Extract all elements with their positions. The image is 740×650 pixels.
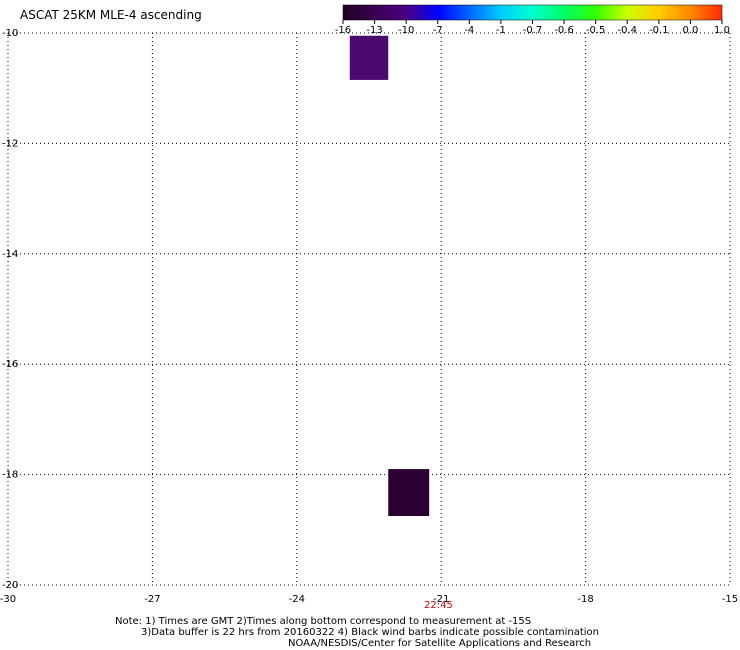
y-tick-label: -20 <box>2 580 18 591</box>
colorbar-tick-label: -0.6 <box>554 25 574 36</box>
colorbar-tick-labels: -16 -13 -10 -7 -4 -1 -0.7 -0.6 -0.5 -0.4 -0.1 0.0 1.… <box>335 20 730 36</box>
x-tick-label: -27 <box>144 594 160 605</box>
y-tick-labels: -10 -12 -14 -16 -18 -20 <box>2 28 18 591</box>
x-tick-label: -18 <box>577 594 593 605</box>
colorbar-tick-label: -0.7 <box>523 25 543 36</box>
time-label: 22:45 <box>424 600 453 611</box>
colorbar-tick-label: 1.0 <box>714 25 730 36</box>
x-tick-label: -15 <box>722 594 738 605</box>
data-cell <box>349 35 389 80</box>
x-tick-label: -30 <box>0 594 16 605</box>
colorbar-tick-label: -0.5 <box>586 25 606 36</box>
data-cell <box>388 469 430 516</box>
colorbar-tick-label: -0.1 <box>649 25 669 36</box>
colorbar <box>342 4 723 21</box>
chart-title: ASCAT 25KM MLE-4 ascending <box>20 8 202 22</box>
data-cells <box>349 35 430 516</box>
colorbar-tick-label: -13 <box>366 25 382 36</box>
colorbar-tick-label: -1 <box>496 25 506 36</box>
note-line-3: NOAA/NESDIS/Center for Satellite Applica… <box>288 638 592 649</box>
x-tick-labels: -30 -27 -24 -21 -18 -15 <box>0 594 738 605</box>
colorbar-tick-label: -7 <box>433 25 443 36</box>
colorbar-tick-label: 0.0 <box>682 25 698 36</box>
x-tick-label: -24 <box>289 594 305 605</box>
grid-lines <box>7 32 731 586</box>
y-tick-label: -18 <box>2 470 18 481</box>
colorbar-ramp <box>342 4 723 21</box>
note-line-1: Note: 1) Times are GMT 2)Times along bot… <box>115 616 532 627</box>
y-tick-label: -14 <box>2 249 18 260</box>
colorbar-tick-label: -16 <box>335 25 351 36</box>
note-line-2: 3)Data buffer is 22 hrs from 20160322 4)… <box>141 627 599 638</box>
y-tick-label: -12 <box>2 138 18 149</box>
y-tick-label: -10 <box>2 28 18 39</box>
x-tick-label: -21 <box>433 594 449 605</box>
colorbar-tick-label: -4 <box>464 25 474 36</box>
colorbar-tick-label: -0.4 <box>617 25 637 36</box>
colorbar-tick-label: -10 <box>398 25 414 36</box>
y-tick-label: -16 <box>2 359 18 370</box>
